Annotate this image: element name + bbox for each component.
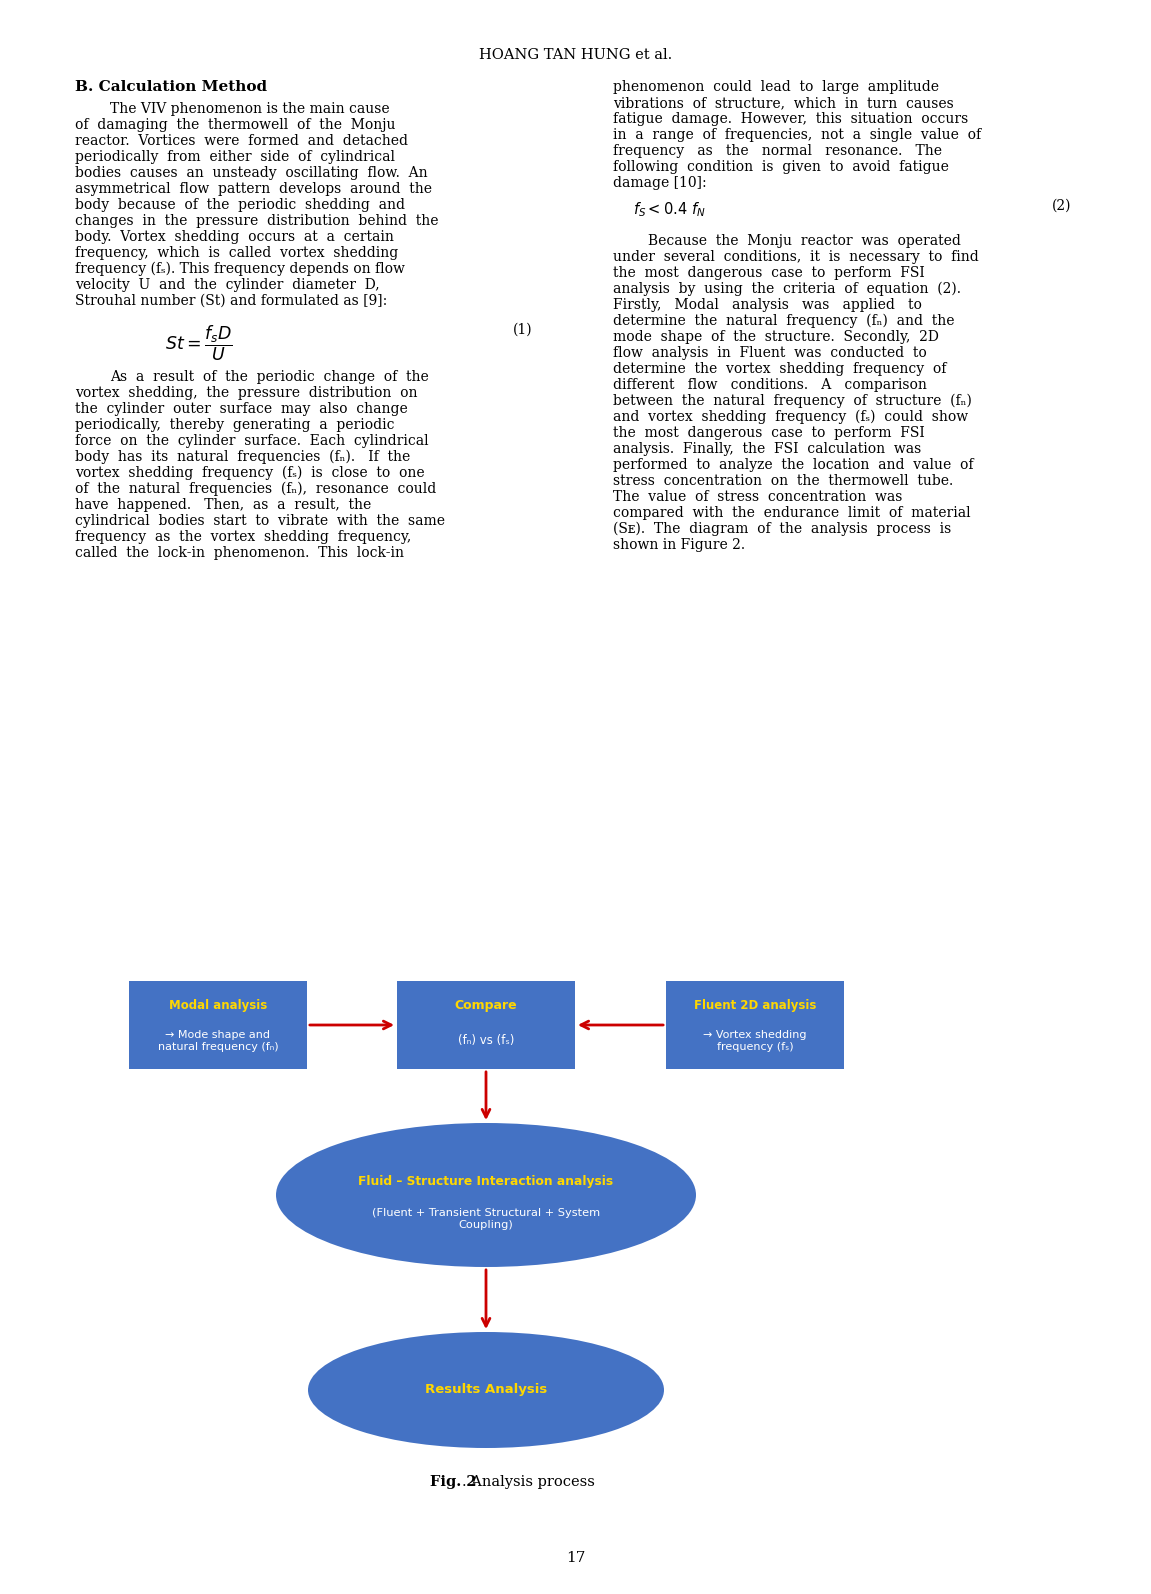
Text: mode  shape  of  the  structure.  Secondly,  2D: mode shape of the structure. Secondly, 2… [613,330,939,344]
Text: shown in Figure 2.: shown in Figure 2. [613,539,745,552]
Text: $St = \dfrac{f_s D}{U}$: $St = \dfrac{f_s D}{U}$ [165,324,233,363]
Text: vortex  shedding  frequency  (fₛ)  is  close  to  one: vortex shedding frequency (fₛ) is close … [75,465,425,480]
FancyBboxPatch shape [666,980,844,1070]
Text: vibrations  of  structure,  which  in  turn  causes: vibrations of structure, which in turn c… [613,96,954,110]
Text: The  value  of  stress  concentration  was: The value of stress concentration was [613,489,902,504]
Text: vortex  shedding,  the  pressure  distribution  on: vortex shedding, the pressure distributi… [75,386,418,400]
Text: of  damaging  the  thermowell  of  the  Monju: of damaging the thermowell of the Monju [75,118,396,132]
Text: As  a  result  of  the  periodic  change  of  the: As a result of the periodic change of th… [110,370,429,384]
Text: the  most  dangerous  case  to  perform  FSI: the most dangerous case to perform FSI [613,266,924,281]
Text: damage [10]:: damage [10]: [613,175,707,190]
Text: following  condition  is  given  to  avoid  fatigue: following condition is given to avoid fa… [613,159,948,174]
Text: stress  concentration  on  the  thermowell  tube.: stress concentration on the thermowell t… [613,473,953,488]
Text: Results Analysis: Results Analysis [425,1384,547,1396]
Text: frequency (fₛ). This frequency depends on flow: frequency (fₛ). This frequency depends o… [75,261,405,276]
Text: asymmetrical  flow  pattern  develops  around  the: asymmetrical flow pattern develops aroun… [75,182,432,196]
FancyBboxPatch shape [129,980,307,1070]
Text: body.  Vortex  shedding  occurs  at  a  certain: body. Vortex shedding occurs at a certai… [75,230,394,244]
Text: changes  in  the  pressure  distribution  behind  the: changes in the pressure distribution beh… [75,214,439,228]
Text: called  the  lock-in  phenomenon.  This  lock-in: called the lock-in phenomenon. This lock… [75,547,404,559]
FancyBboxPatch shape [397,980,576,1070]
Text: (fₙ) vs (fₛ): (fₙ) vs (fₛ) [458,1035,514,1047]
Text: The VIV phenomenon is the main cause: The VIV phenomenon is the main cause [110,102,390,116]
Text: different   flow   conditions.   A   comparison: different flow conditions. A comparison [613,378,927,392]
Text: periodically,  thereby  generating  a  periodic: periodically, thereby generating a perio… [75,418,395,432]
Text: have  happened.   Then,  as  a  result,  the: have happened. Then, as a result, the [75,497,372,512]
Text: frequency   as   the   normal   resonance.   The: frequency as the normal resonance. The [613,143,942,158]
Text: periodically  from  either  side  of  cylindrical: periodically from either side of cylindr… [75,150,395,164]
Text: the  most  dangerous  case  to  perform  FSI: the most dangerous case to perform FSI [613,426,924,440]
Text: (2): (2) [1052,199,1070,214]
Text: force  on  the  cylinder  surface.  Each  cylindrical: force on the cylinder surface. Each cyli… [75,434,428,448]
Text: fatigue  damage.  However,  this  situation  occurs: fatigue damage. However, this situation … [613,112,968,126]
Text: Modal analysis: Modal analysis [169,999,267,1012]
Text: Firstly,   Modal   analysis   was   applied   to: Firstly, Modal analysis was applied to [613,298,922,312]
Text: performed  to  analyze  the  location  and  value  of: performed to analyze the location and va… [613,457,974,472]
Ellipse shape [308,1333,664,1447]
Text: of  the  natural  frequencies  (fₙ),  resonance  could: of the natural frequencies (fₙ), resonan… [75,481,436,496]
Text: determine  the  natural  frequency  (fₙ)  and  the: determine the natural frequency (fₙ) and… [613,314,954,328]
Text: Fluid – Structure Interaction analysis: Fluid – Structure Interaction analysis [358,1175,613,1188]
Text: Compare: Compare [455,999,517,1012]
Text: determine  the  vortex  shedding  frequency  of: determine the vortex shedding frequency … [613,362,946,376]
Text: analysis  by  using  the  criteria  of  equation  (2).: analysis by using the criteria of equati… [613,282,961,296]
Text: . Analysis process: . Analysis process [462,1474,595,1489]
Text: phenomenon  could  lead  to  large  amplitude: phenomenon could lead to large amplitude [613,80,939,94]
Text: frequency  as  the  vortex  shedding  frequency,: frequency as the vortex shedding frequen… [75,529,411,544]
Text: $f_S < 0.4\ f_N$: $f_S < 0.4\ f_N$ [633,199,706,218]
Text: body  has  its  natural  frequencies  (fₙ).   If  the: body has its natural frequencies (fₙ). I… [75,450,410,464]
Text: reactor.  Vortices  were  formed  and  detached: reactor. Vortices were formed and detach… [75,134,407,148]
Text: frequency,  which  is  called  vortex  shedding: frequency, which is called vortex sheddi… [75,245,398,260]
Text: → Mode shape and
natural frequency (fₙ): → Mode shape and natural frequency (fₙ) [158,1030,279,1052]
Text: compared  with  the  endurance  limit  of  material: compared with the endurance limit of mat… [613,505,970,520]
Text: Fluent 2D analysis: Fluent 2D analysis [694,999,816,1012]
Text: velocity  U  and  the  cylinder  diameter  D,: velocity U and the cylinder diameter D, [75,277,380,292]
Text: cylindrical  bodies  start  to  vibrate  with  the  same: cylindrical bodies start to vibrate with… [75,513,445,528]
Text: → Vortex shedding
frequency (fₛ): → Vortex shedding frequency (fₛ) [703,1030,807,1052]
Text: HOANG TAN HUNG et al.: HOANG TAN HUNG et al. [479,48,672,62]
Text: flow  analysis  in  Fluent  was  conducted  to: flow analysis in Fluent was conducted to [613,346,927,360]
Text: under  several  conditions,  it  is  necessary  to  find: under several conditions, it is necessar… [613,250,978,265]
Text: and  vortex  shedding  frequency  (fₛ)  could  show: and vortex shedding frequency (fₛ) could… [613,410,968,424]
Text: (Sᴇ).  The  diagram  of  the  analysis  process  is: (Sᴇ). The diagram of the analysis proces… [613,521,951,537]
Text: in  a  range  of  frequencies,  not  a  single  value  of: in a range of frequencies, not a single … [613,128,981,142]
Ellipse shape [276,1124,696,1267]
Text: between  the  natural  frequency  of  structure  (fₙ): between the natural frequency of structu… [613,394,971,408]
Text: 17: 17 [566,1551,585,1565]
Text: Strouhal number (St) and formulated as [9]:: Strouhal number (St) and formulated as [… [75,293,387,308]
Text: Because  the  Monju  reactor  was  operated: Because the Monju reactor was operated [648,234,961,249]
Text: (1): (1) [513,324,533,336]
Text: analysis.  Finally,  the  FSI  calculation  was: analysis. Finally, the FSI calculation w… [613,442,921,456]
Text: bodies  causes  an  unsteady  oscillating  flow.  An: bodies causes an unsteady oscillating fl… [75,166,428,180]
Text: body  because  of  the  periodic  shedding  and: body because of the periodic shedding an… [75,198,405,212]
Text: (Fluent + Transient Structural + System
Coupling): (Fluent + Transient Structural + System … [372,1208,600,1231]
Text: Fig. 2: Fig. 2 [430,1474,477,1489]
Text: the  cylinder  outer  surface  may  also  change: the cylinder outer surface may also chan… [75,402,407,416]
Text: B. Calculation Method: B. Calculation Method [75,80,267,94]
